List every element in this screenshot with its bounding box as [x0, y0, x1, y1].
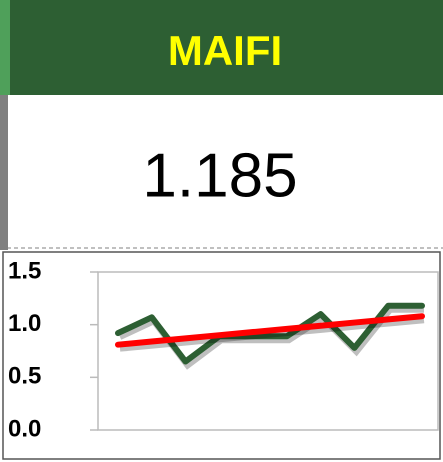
- left-border: [0, 95, 8, 250]
- line-shadow: [119, 317, 425, 352]
- y-tick-label: 1.0: [8, 310, 41, 337]
- y-tick-label: 0.0: [8, 415, 41, 442]
- plot-frame: [97, 271, 439, 431]
- kpi-value: 1.185: [142, 141, 297, 210]
- y-tick-label: 0.5: [8, 363, 41, 390]
- header-accent: [0, 0, 10, 95]
- kpi-title: MAIFI: [168, 27, 282, 74]
- y-tick-label: 1.5: [8, 257, 41, 284]
- header-band: [0, 0, 443, 95]
- chart-border: [2, 251, 441, 460]
- series-line: [115, 313, 425, 348]
